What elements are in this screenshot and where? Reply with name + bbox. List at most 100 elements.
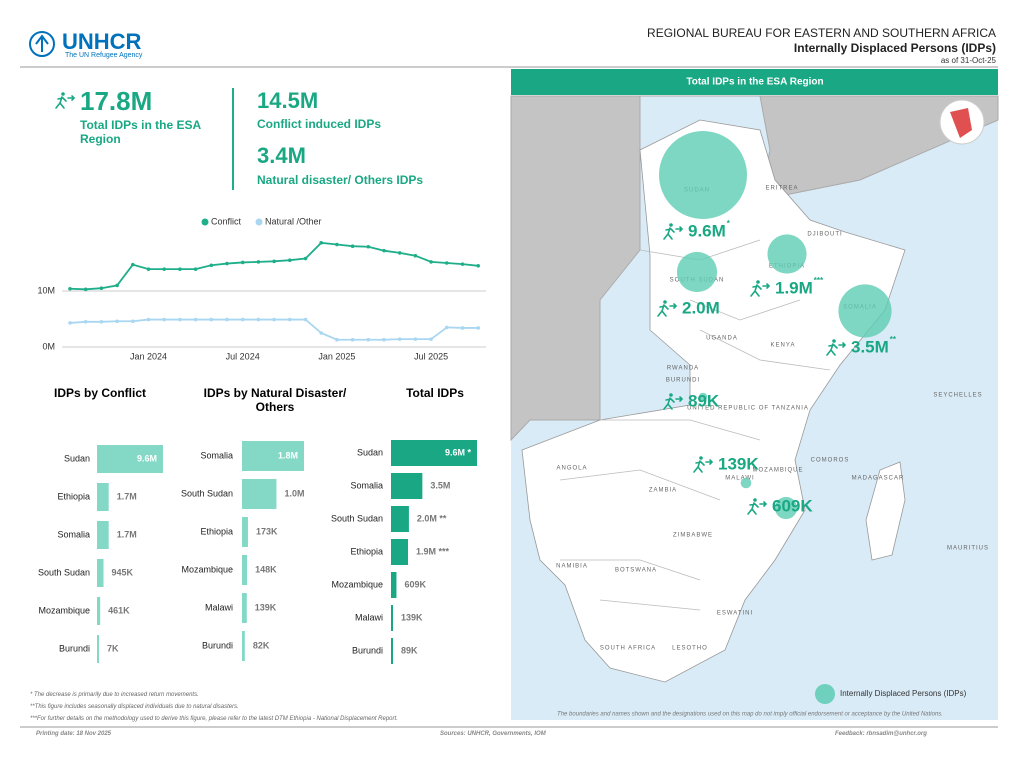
bar: [391, 572, 397, 598]
point: [429, 337, 433, 341]
point: [225, 317, 229, 322]
idp-icon: [826, 339, 847, 356]
country-label: KENYA: [771, 343, 796, 349]
bubble-label: 609K: [772, 496, 813, 515]
kpi-value: 14.5M: [257, 88, 319, 113]
country-label: MOZAMBIQUE: [752, 468, 803, 474]
point: [366, 337, 371, 342]
bubble-label: 2.0M: [682, 298, 720, 317]
point: [83, 287, 88, 292]
country-label: UGANDA: [706, 336, 738, 342]
bar: [97, 521, 109, 549]
idp-bubble: [698, 392, 708, 402]
icon-arrow: [838, 342, 847, 348]
map-legend: Internally Displaced Persons (IDPs): [840, 689, 967, 698]
country-label: ANGOLA: [556, 466, 587, 472]
point: [68, 321, 72, 325]
icon-head: [61, 92, 65, 96]
country-label: ZAMBIA: [649, 488, 677, 494]
kpi-value: 3.4M: [257, 143, 306, 168]
bar: [391, 638, 393, 664]
bubble-label: 1.9M: [775, 278, 813, 297]
map-title-bar: [511, 69, 998, 95]
page-title: Internally Displaced Persons (IDPs): [793, 41, 996, 55]
icon-arrow: [705, 459, 714, 465]
country-label: RWANDA: [667, 366, 699, 372]
point: [162, 267, 166, 271]
value-label: 609K: [404, 579, 426, 589]
country-label: BURUNDI: [666, 378, 700, 384]
country-label: UNITED REPUBLIC OF TANZANIA: [687, 406, 809, 412]
point: [382, 248, 386, 253]
icon-arrow: [675, 226, 684, 232]
x-tick-label: Jan 2024: [130, 351, 167, 361]
line: [69, 318, 479, 341]
value-label: 1.7M: [117, 529, 137, 539]
idp-icon: [747, 498, 768, 515]
point: [193, 317, 198, 322]
x-tick-label: Jan 2025: [318, 351, 355, 361]
point: [319, 331, 324, 335]
country-label: MADAGASCAR: [852, 476, 905, 482]
value-label: 7K: [107, 643, 119, 653]
country-label: SOUTH AFRICA: [600, 646, 656, 652]
value-label: 1.9M ***: [416, 546, 450, 556]
category-label: South Sudan: [38, 567, 90, 577]
idp-icon: [750, 280, 771, 297]
idp-icon: [55, 92, 76, 109]
point: [382, 337, 386, 342]
category-label: Burundi: [352, 645, 383, 655]
point: [131, 262, 135, 267]
value-label: 1.7M: [117, 491, 137, 501]
value-label: 2.0M **: [417, 513, 447, 523]
land-other: [511, 95, 999, 201]
value-label: 1.0M: [284, 488, 304, 498]
chart-title: IDPs by Natural Disaster/ Others: [203, 386, 347, 414]
bar: [391, 440, 477, 466]
icon-arrow: [762, 283, 771, 289]
point: [68, 286, 72, 291]
x-tick-label: Jul 2025: [414, 351, 448, 361]
point: [397, 251, 402, 255]
point: [460, 262, 465, 266]
point: [476, 326, 481, 330]
icon-body: [693, 460, 705, 473]
idp-bubble: [676, 251, 718, 293]
point: [240, 317, 245, 322]
point: [209, 263, 214, 268]
logo-sub: The UN Refugee Agency: [65, 52, 143, 59]
category-label: Sudan: [357, 447, 383, 457]
point: [115, 283, 119, 288]
footnote: **This figure includes seasonally displa…: [30, 704, 239, 710]
bubble-note: **: [890, 335, 897, 344]
category-label: Somalia: [200, 450, 233, 460]
category-label: Mozambique: [38, 605, 90, 615]
bubble-label: 89K: [688, 391, 720, 410]
icon-body: [663, 397, 675, 410]
footer-sources: Sources: UNHCR, Governments, IOM: [440, 731, 546, 737]
country-label: LESOTHO: [672, 646, 708, 652]
country-label: NAMIBIA: [556, 564, 588, 570]
bar: [391, 539, 409, 565]
point: [429, 260, 433, 264]
bubble-label: 139K: [718, 454, 759, 473]
icon-arrow: [67, 95, 76, 101]
icon-body: [55, 96, 67, 109]
map-title: Total IDPs in the ESA Region: [686, 77, 823, 88]
country-label: BOTSWANA: [615, 568, 657, 574]
bar: [97, 635, 99, 663]
category-label: Burundi: [202, 640, 233, 650]
inset-region: [950, 108, 972, 138]
point: [303, 317, 308, 322]
idp-icon: [657, 300, 678, 317]
value-label: 173K: [256, 526, 278, 536]
category-label: Mozambique: [331, 579, 383, 589]
point: [272, 317, 276, 322]
category-label: Ethiopia: [350, 546, 383, 556]
category-label: Somalia: [57, 529, 90, 539]
icon-body: [747, 502, 759, 515]
bar: [242, 593, 247, 623]
value-label: 9.6M *: [445, 447, 472, 457]
point: [445, 325, 449, 330]
bar: [97, 445, 163, 473]
